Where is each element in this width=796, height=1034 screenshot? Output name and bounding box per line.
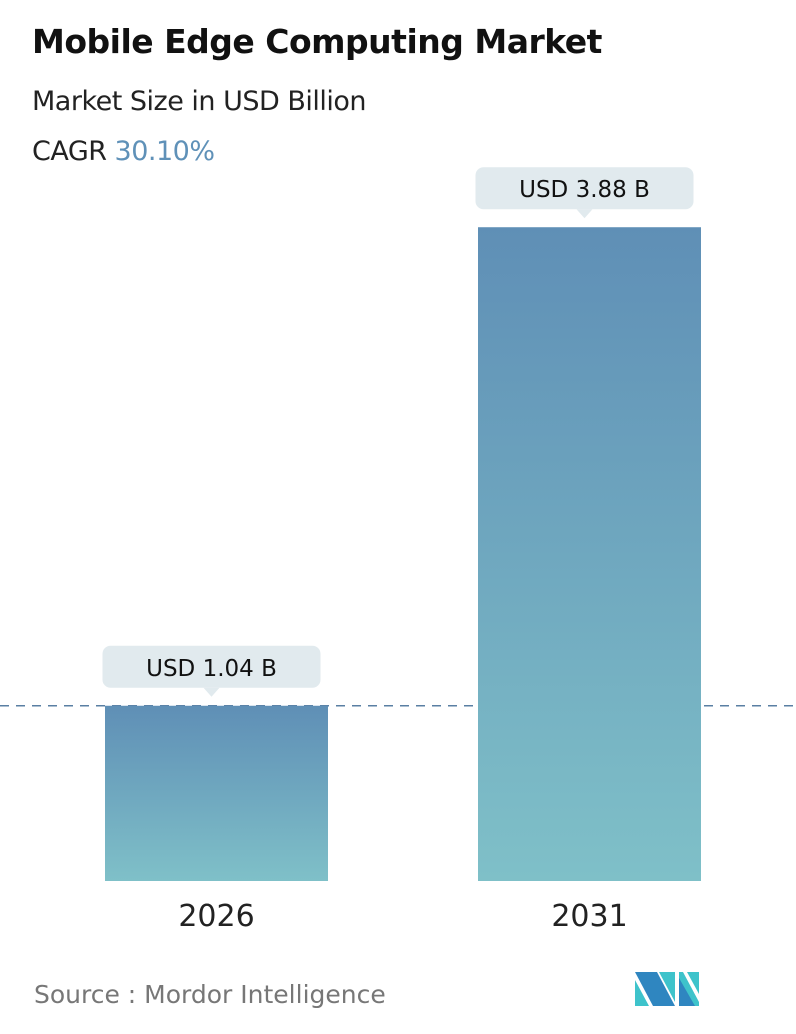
callout-2026 bbox=[102, 645, 321, 688]
data-label: USD 3.88 B bbox=[519, 177, 650, 203]
bar-2026 bbox=[105, 705, 328, 881]
cagr-label: CAGR bbox=[32, 136, 107, 167]
source-text: Source : Mordor Intelligence bbox=[34, 980, 386, 1009]
bar-2031 bbox=[478, 227, 701, 882]
chart-title: Mobile Edge Computing Market bbox=[32, 22, 602, 61]
x-tick-label: 2026 bbox=[178, 899, 254, 934]
cagr-value: 30.10% bbox=[114, 136, 215, 167]
cagr: CAGR 30.10% bbox=[32, 136, 215, 167]
chart-subtitle: Market Size in USD Billion bbox=[32, 86, 367, 117]
x-tick-label: 2031 bbox=[551, 899, 627, 934]
callout-2031 bbox=[475, 167, 694, 210]
callout-pointer bbox=[576, 209, 593, 219]
data-label: USD 1.04 B bbox=[146, 656, 277, 682]
callout-pointer bbox=[203, 687, 220, 697]
